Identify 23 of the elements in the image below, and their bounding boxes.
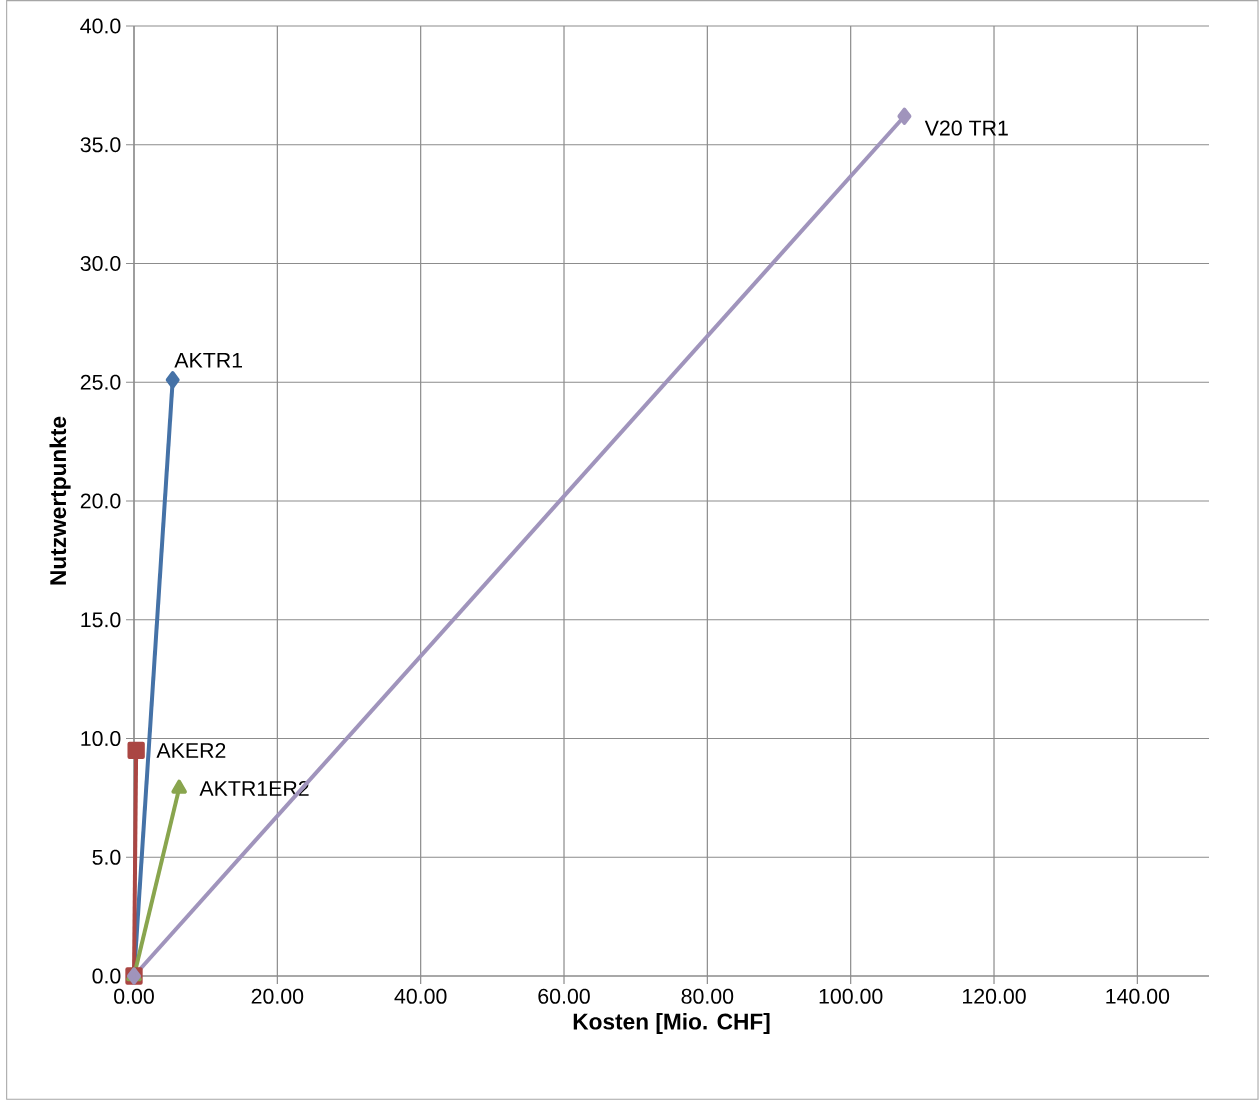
series-label: AKER2	[156, 742, 226, 758]
y-axis-title: Nutzwertpunkte	[49, 416, 71, 585]
x-tick-label: 100.00	[819, 988, 883, 1004]
x-tick-label: 20.00	[251, 988, 304, 1004]
y-tick-label: 25.0	[80, 374, 121, 390]
series-label: V20 TR1	[924, 120, 1008, 136]
y-tick-label: 35.0	[80, 137, 121, 153]
series-label: AKTR1	[174, 352, 243, 368]
series-label: AKTR1ER2	[199, 780, 309, 796]
x-tick-label: 120.00	[963, 988, 1026, 1004]
y-tick-label: 0.0	[92, 968, 121, 984]
y-tick-label: 10.0	[81, 730, 121, 747]
y-tick-label: 15.0	[81, 612, 121, 628]
x-tick-label: 60.00	[538, 988, 590, 1004]
x-tick-label: 140.00	[1106, 988, 1170, 1004]
x-axis-title: Kosten [Mio. CHF]	[573, 1012, 770, 1035]
y-tick-label: 30.0	[80, 255, 121, 272]
x-tick-label: 40.00	[394, 988, 447, 1004]
y-tick-label: 5.0	[92, 849, 121, 865]
x-tick-label: 0.00	[114, 988, 154, 1004]
y-tick-label: 20.0	[80, 493, 121, 509]
x-tick-label: 80.00	[681, 988, 734, 1004]
y-tick-label: 40.0	[80, 18, 121, 34]
